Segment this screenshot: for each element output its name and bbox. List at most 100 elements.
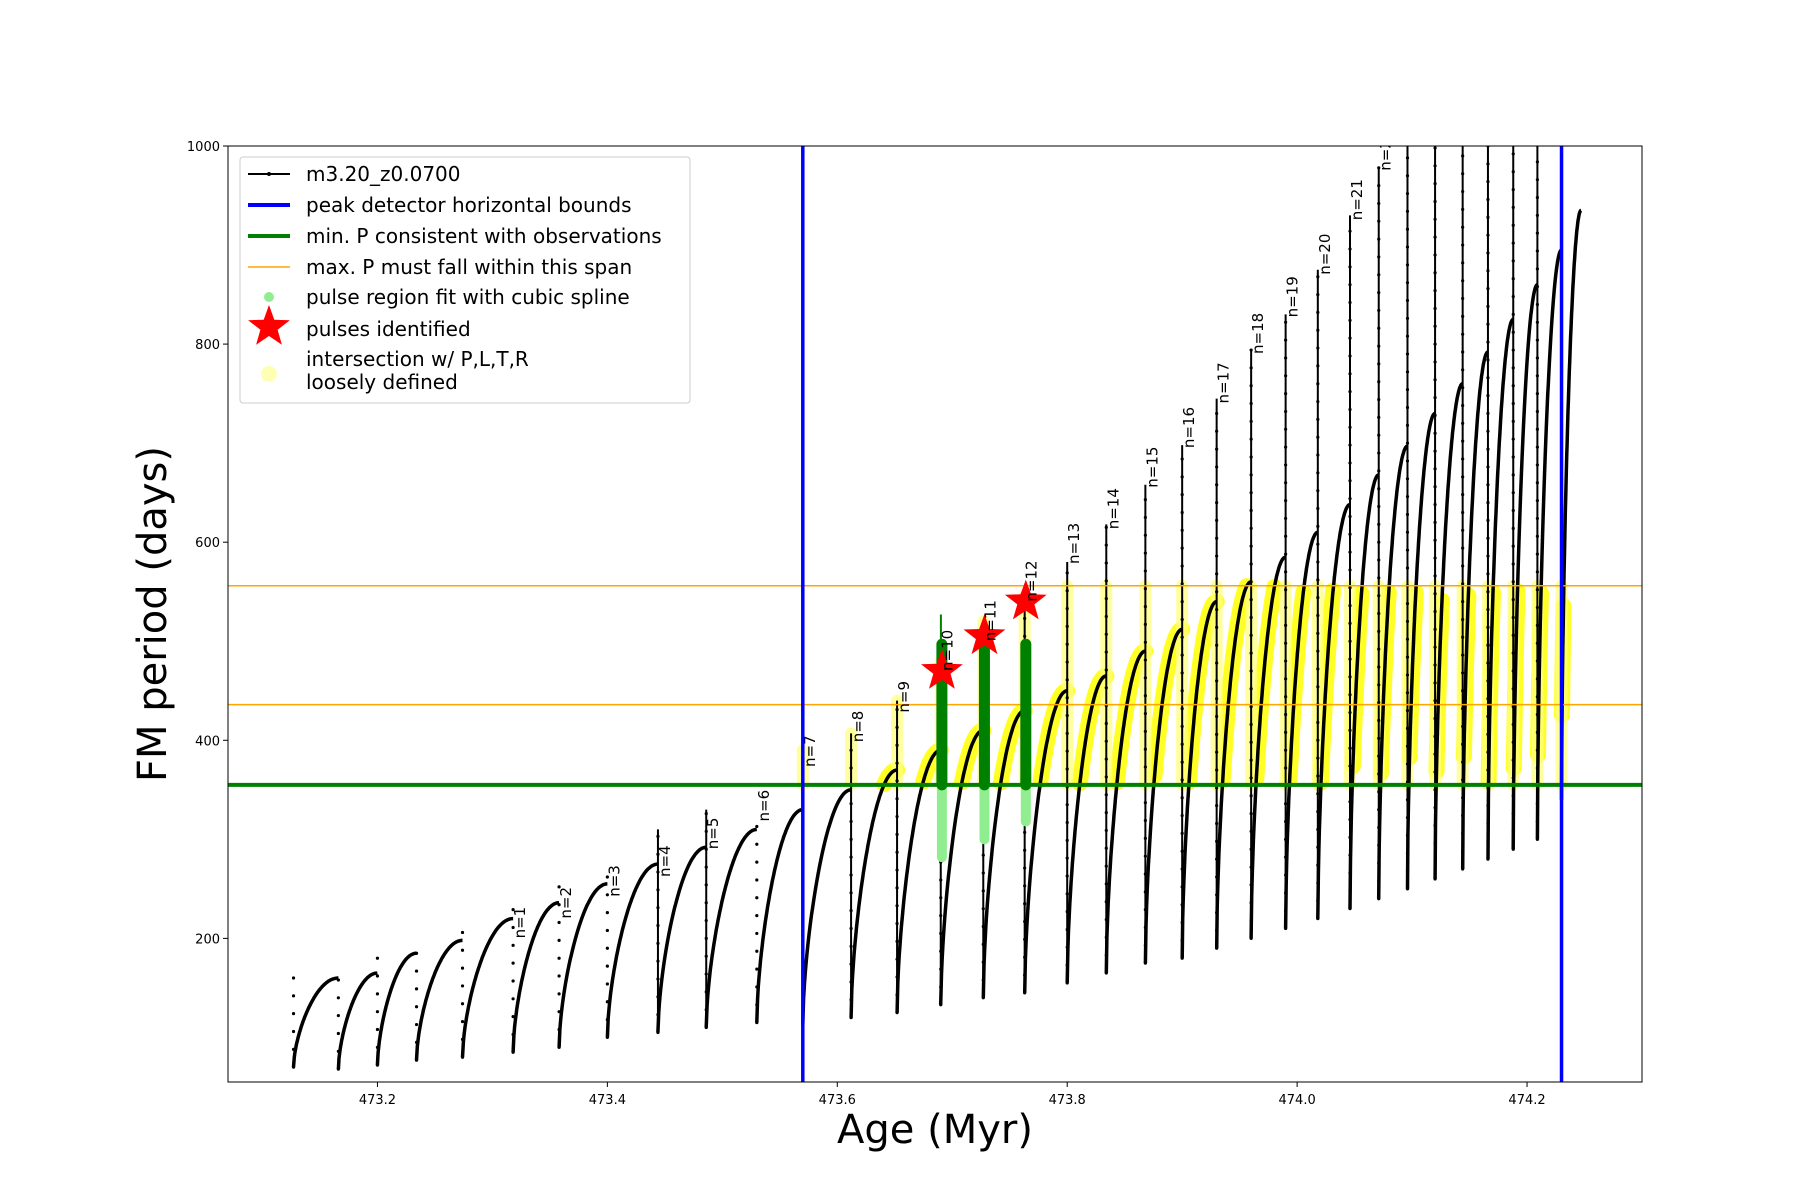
series-point	[1433, 271, 1437, 275]
series-point	[1433, 823, 1437, 828]
series-point	[1433, 859, 1437, 863]
series-point	[336, 1031, 340, 1036]
series-point	[1405, 655, 1410, 659]
series-point	[1023, 902, 1027, 906]
y-axis-ticks: 200 400 600 800 1000	[187, 140, 228, 947]
series-point	[291, 1047, 296, 1051]
series-point	[1377, 184, 1381, 188]
series-point	[1433, 806, 1437, 810]
series-point	[1249, 740, 1253, 744]
series-point	[1104, 721, 1108, 726]
series-point	[1461, 189, 1465, 194]
series-point	[1104, 810, 1108, 815]
series-point	[1377, 308, 1381, 313]
series-point	[1535, 481, 1539, 485]
series-point	[656, 870, 660, 874]
series-point	[1249, 615, 1253, 620]
series-point	[1143, 765, 1147, 769]
plot-frame	[227, 145, 1643, 1083]
legend-label-peak-bounds: peak detector horizontal bounds	[306, 193, 632, 217]
series-point	[1535, 392, 1539, 396]
series-point	[1180, 582, 1184, 586]
series-point	[1405, 477, 1410, 481]
series-point	[1284, 891, 1288, 895]
series-point	[1215, 839, 1219, 843]
series-point	[1180, 938, 1184, 942]
series-point	[656, 852, 660, 856]
series-point	[1348, 265, 1352, 269]
series-point	[557, 1045, 561, 1049]
series-point	[1377, 504, 1381, 509]
series-point	[1316, 471, 1320, 475]
series-point	[1215, 928, 1219, 933]
series-point	[1180, 956, 1184, 960]
series-point	[1316, 827, 1320, 832]
series-point	[1348, 675, 1352, 679]
series-point	[511, 908, 515, 912]
series-point	[849, 873, 853, 877]
series-point	[1405, 619, 1410, 624]
series-point	[1511, 705, 1515, 709]
series-point	[1215, 607, 1219, 612]
series-point	[1486, 465, 1490, 469]
series-point	[1284, 677, 1288, 681]
series-point	[1316, 899, 1320, 903]
series-point	[1535, 285, 1539, 289]
series-point	[1104, 668, 1108, 672]
series-point	[1316, 399, 1320, 404]
series-point	[1104, 579, 1108, 583]
series-point	[1511, 508, 1515, 513]
series-point	[1535, 178, 1539, 182]
series-point	[704, 1008, 708, 1012]
series-point	[1433, 199, 1437, 204]
series-point	[1215, 821, 1219, 826]
pulse-label: n=5	[704, 818, 722, 850]
series-point	[1377, 237, 1381, 241]
series-point	[1215, 714, 1219, 719]
series-point	[1511, 758, 1515, 762]
series-point	[1215, 447, 1219, 451]
series-point	[1433, 378, 1437, 382]
series-point	[1104, 846, 1108, 850]
series-segment	[755, 807, 804, 1023]
series-point	[1348, 657, 1352, 661]
series-point	[1511, 580, 1515, 584]
series-point	[1104, 757, 1108, 761]
series-point	[1511, 152, 1515, 156]
pulse-label: n=22	[1377, 130, 1395, 171]
series-point	[1405, 263, 1410, 267]
series-point	[1405, 281, 1410, 285]
series-point	[1511, 544, 1515, 548]
series-point	[1284, 605, 1288, 610]
series-point	[1535, 374, 1539, 378]
series-point	[1316, 720, 1320, 725]
x-tick-label: 474.0	[1279, 1093, 1316, 1108]
series-point	[1143, 711, 1147, 716]
series-point	[1249, 526, 1253, 530]
legend-label-spline: pulse region fit with cubic spline	[306, 285, 630, 309]
series-point	[1511, 437, 1515, 441]
series-point	[1461, 582, 1465, 586]
series-point	[895, 743, 899, 747]
series-point	[1348, 728, 1352, 732]
series-point	[755, 824, 759, 829]
series-point	[1284, 712, 1288, 717]
series-point	[375, 974, 380, 978]
legend-label-pulses: pulses identified	[306, 317, 471, 341]
series-point	[460, 966, 465, 970]
series-point	[1377, 219, 1381, 223]
series-segment	[1433, 381, 1464, 880]
series-point	[1143, 961, 1147, 965]
series-point	[755, 1003, 759, 1007]
series-point	[1377, 594, 1381, 598]
series-point	[1348, 443, 1352, 447]
series-point	[895, 904, 899, 908]
series-point	[1316, 310, 1320, 314]
series-point	[1405, 298, 1410, 303]
series-point	[981, 996, 985, 1000]
y-tick-label: 200	[195, 932, 220, 947]
series-point	[1023, 937, 1027, 941]
series-point	[1180, 689, 1184, 693]
series-point	[1486, 714, 1490, 719]
series-point	[1316, 489, 1320, 493]
